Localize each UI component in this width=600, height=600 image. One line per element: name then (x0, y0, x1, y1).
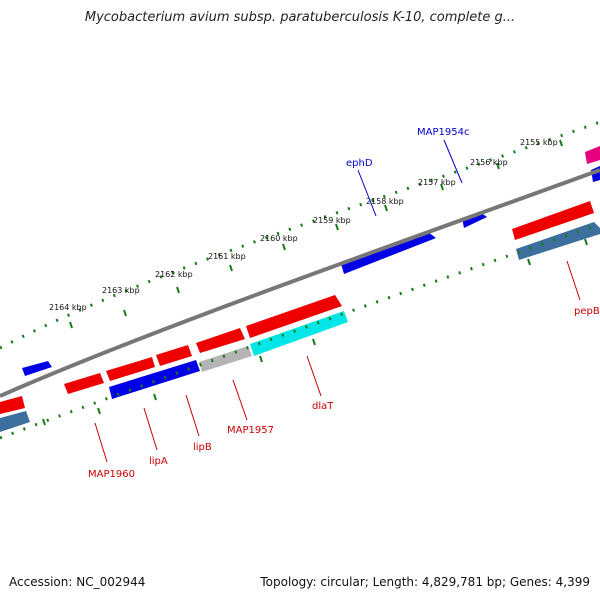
gene-reverse-red[interactable] (246, 295, 342, 338)
leader-line (143, 407, 158, 451)
map-title: Mycobacterium avium subsp. paratuberculo… (84, 10, 516, 25)
scale-tick-label: 2158 kbp (366, 197, 404, 206)
scale-tick (176, 286, 180, 294)
scale-tick (496, 162, 500, 170)
reverse-strand-genes (0, 201, 600, 432)
scale-tick (282, 243, 286, 251)
leader-line (306, 355, 322, 397)
scale-tick-label: 2164 kbp (49, 303, 87, 312)
gene-forward-blue[interactable] (22, 361, 52, 376)
gene-reverse-cyan[interactable] (250, 311, 348, 356)
gene-reverse-steelblue[interactable] (516, 222, 600, 260)
gene-reverse-blue[interactable] (109, 360, 200, 399)
gene-label-ephd[interactable]: ephD (346, 158, 373, 169)
scale-tick-label: 2155 kbp (520, 138, 558, 147)
genome-summary-text: Topology: circular; Length: 4,829,781 bp… (260, 575, 590, 589)
accession-text: Accession: NC_002944 (9, 575, 146, 589)
inner-tick (584, 238, 588, 246)
leader-line (443, 139, 463, 184)
gene-label-map1960[interactable]: MAP1960 (88, 469, 135, 480)
gene-reverse-red[interactable] (106, 357, 155, 381)
scale-tick-label: 2162 kbp (155, 270, 193, 279)
inner-tick (153, 393, 157, 401)
gene-reverse-steelblue[interactable] (0, 411, 30, 432)
outer-scale-dots (0, 120, 600, 350)
leader-line (357, 169, 377, 217)
gene-reverse-red[interactable] (156, 345, 192, 366)
gene-reverse-red[interactable] (64, 373, 104, 394)
scale-tick-label: 2159 kbp (313, 216, 351, 225)
scale-tick (384, 204, 388, 212)
gene-reverse-red[interactable] (0, 396, 25, 414)
gene-label-lipb[interactable]: lipB (193, 442, 212, 453)
scale-tick-label: 2161 kbp (208, 252, 246, 261)
gene-reverse-gray[interactable] (199, 346, 252, 372)
scale-tick (123, 309, 127, 317)
leader-line (566, 260, 581, 301)
gene-reverse-red[interactable] (512, 201, 594, 240)
gene-reverse-red[interactable] (196, 328, 245, 353)
inner-tick (42, 418, 46, 426)
genome-backbone (0, 168, 600, 398)
leader-line (94, 422, 108, 463)
leader-line (185, 394, 200, 437)
inner-tick (312, 338, 316, 346)
gene-label-map1957[interactable]: MAP1957 (227, 425, 274, 436)
gene-label-map1954c[interactable]: MAP1954c (417, 127, 469, 138)
gene-label-lipa[interactable]: lipA (149, 456, 168, 467)
leader-line (232, 379, 248, 421)
scale-tick (335, 223, 339, 231)
scale-tick (229, 264, 233, 272)
forward-strand-genes (22, 146, 600, 376)
inner-tick (97, 407, 101, 415)
gene-label-pepb[interactable]: pepB (574, 306, 600, 317)
scale-tick-label: 2156 kbp (470, 158, 508, 167)
gene-label-dlat[interactable]: dlaT (312, 401, 334, 412)
leader-lines (94, 139, 581, 463)
scale-tick (559, 139, 563, 147)
gene-labels: MAP1954c ephD MAP1960 lipA lipB MAP1957 … (88, 127, 600, 480)
outer-scale-ring: 2155 kbp 2156 kbp 2157 kbp 2158 kbp 2159… (0, 120, 600, 350)
inner-scale-dots (0, 222, 600, 440)
scale-tick (440, 183, 444, 191)
scale-tick-label: 2157 kbp (418, 178, 456, 187)
scale-tick-label: 2160 kbp (260, 234, 298, 243)
gene-forward-blue[interactable] (341, 232, 436, 274)
inner-scale-ticks (42, 238, 588, 426)
inner-tick (259, 355, 263, 363)
gene-forward-magenta[interactable] (585, 146, 600, 164)
scale-tick (69, 321, 73, 329)
scale-tick-label: 2163 kbp (102, 286, 140, 295)
inner-tick (527, 258, 531, 266)
